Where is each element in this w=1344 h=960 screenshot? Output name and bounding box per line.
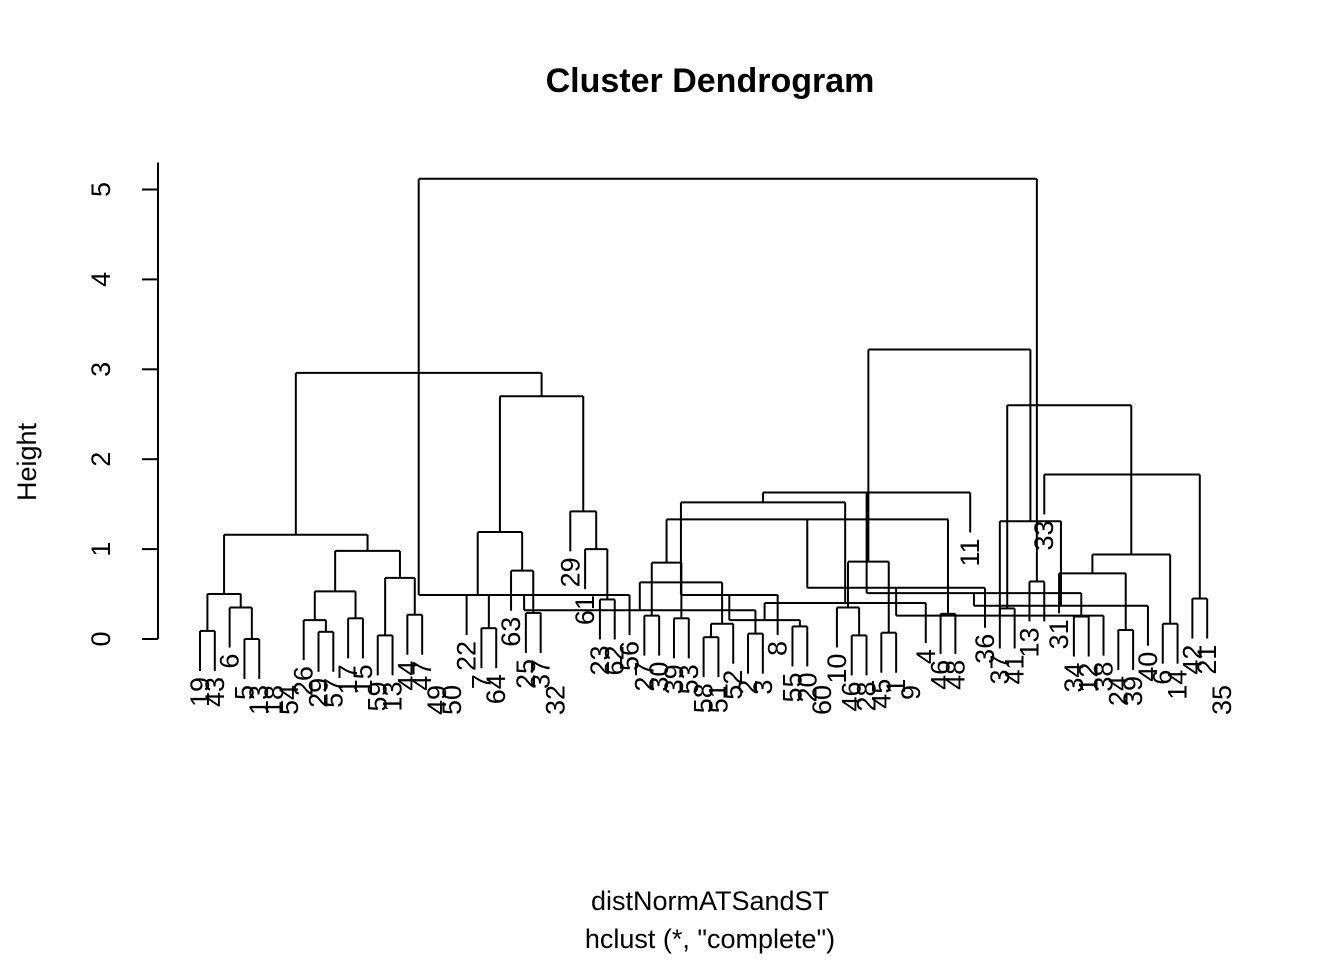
leaf-label-12: 59: [363, 681, 393, 711]
leaf-label-57: 33: [1029, 520, 1059, 550]
leaf-label-54: 37: [985, 654, 1015, 684]
leaf-label-29: 56: [615, 641, 645, 671]
leaf-label-66: 14: [1163, 670, 1193, 700]
leaf-label-63: 39: [1118, 676, 1148, 706]
leaf-label-39: 8: [763, 641, 793, 656]
leaf-label-47: 1: [881, 679, 911, 694]
leaf-label-4: 13: [244, 685, 274, 715]
leaf-label-25: 29: [555, 557, 585, 587]
leaf-label-16: 49: [422, 685, 452, 715]
leaf-label-34: 58: [689, 683, 719, 713]
leaf-label-9: 57: [318, 678, 348, 708]
leaf-labels: 1943651318542629571715591344474950227646…: [185, 520, 1237, 715]
leaf-label-3: 5: [229, 685, 259, 700]
leaf-label-23: 37: [526, 659, 556, 689]
leaf-label-44: 46: [837, 681, 867, 711]
leaf-label-40: 55: [777, 672, 807, 702]
leaf-label-6: 54: [274, 685, 304, 715]
y-tick-label-2: 2: [86, 452, 116, 467]
chart-subtitle: hclust (*, "complete"): [585, 924, 835, 954]
leaf-label-18: 22: [452, 641, 482, 671]
x-axis-label: distNormATSandST: [591, 886, 829, 916]
leaf-label-53: 36: [970, 634, 1000, 664]
leaf-label-58: 31: [1044, 619, 1074, 649]
leaf-label-20: 64: [481, 674, 511, 704]
leaf-label-60: 12: [1074, 663, 1104, 693]
y-tick-label-0: 0: [86, 631, 116, 646]
leaf-label-8: 29: [303, 678, 333, 708]
leaf-label-15: 47: [407, 661, 437, 691]
leaf-label-65: 6: [1148, 670, 1178, 685]
leaf-label-42: 60: [807, 685, 837, 715]
leaf-label-33: 53: [674, 664, 704, 694]
leaf-label-55: 41: [1000, 654, 1030, 684]
leaf-label-56: 13: [1014, 627, 1044, 657]
y-tick-label-5: 5: [86, 182, 116, 197]
leaf-label-11: 15: [348, 664, 378, 694]
leaf-label-59: 34: [1059, 663, 1089, 693]
leaf-label-21: 63: [496, 617, 526, 647]
leaf-label-17: 50: [437, 685, 467, 715]
leaf-label-68: 21: [1192, 645, 1222, 675]
leaf-label-37: 2: [733, 680, 763, 695]
leaf-label-19: 7: [466, 674, 496, 689]
leaf-label-35: 51: [703, 683, 733, 713]
leaf-label-30: 27: [629, 662, 659, 692]
leaf-label-45: 28: [852, 681, 882, 711]
leaf-label-10: 17: [333, 664, 363, 694]
chart-title: Cluster Dendrogram: [546, 62, 875, 100]
leaf-label-52: 11: [955, 538, 985, 566]
leaf-label-0: 19: [185, 677, 215, 707]
y-tick-label-1: 1: [86, 542, 116, 557]
leaf-label-31: 30: [644, 662, 674, 692]
leaf-label-14: 44: [392, 661, 422, 691]
leaf-label-7: 26: [289, 666, 319, 696]
leaf-label-13: 13: [378, 681, 408, 711]
leaf-label-36: 52: [718, 670, 748, 700]
leaf-label-41: 20: [792, 672, 822, 702]
y-axis-label: Height: [12, 422, 42, 501]
leaf-label-24: 32: [540, 685, 570, 715]
y-tick-label-4: 4: [86, 272, 116, 287]
leaf-label-50: 46: [926, 660, 956, 690]
leaf-label-1: 43: [200, 677, 230, 707]
leaf-label-61: 38: [1089, 662, 1119, 692]
leaf-label-48: 9: [896, 685, 926, 700]
leaf-label-46: 45: [866, 679, 896, 709]
leaf-label-62: 24: [1103, 676, 1133, 706]
leaf-label-43: 10: [822, 654, 852, 684]
y-tick-label-3: 3: [86, 362, 116, 377]
leaf-label-64: 40: [1133, 652, 1163, 682]
leaf-label-51: 48: [940, 660, 970, 690]
leaf-label-49: 4: [911, 649, 941, 664]
leaf-label-26: 61: [570, 595, 600, 625]
leaf-label-5: 18: [259, 685, 289, 715]
leaf-label-38: 3: [748, 680, 778, 695]
leaf-label-22: 25: [511, 659, 541, 689]
leaf-label-27: 23: [585, 645, 615, 675]
leaf-label-67: 42: [1177, 645, 1207, 675]
leaf-label-69: 35: [1207, 685, 1237, 715]
leaf-label-28: 62: [600, 645, 630, 675]
y-axis: 0 1 2 3 4 5: [86, 162, 159, 647]
dendrogram-tree: [199, 177, 1209, 679]
leaf-label-2: 6: [215, 654, 245, 669]
leaf-label-32: 39: [659, 664, 689, 694]
